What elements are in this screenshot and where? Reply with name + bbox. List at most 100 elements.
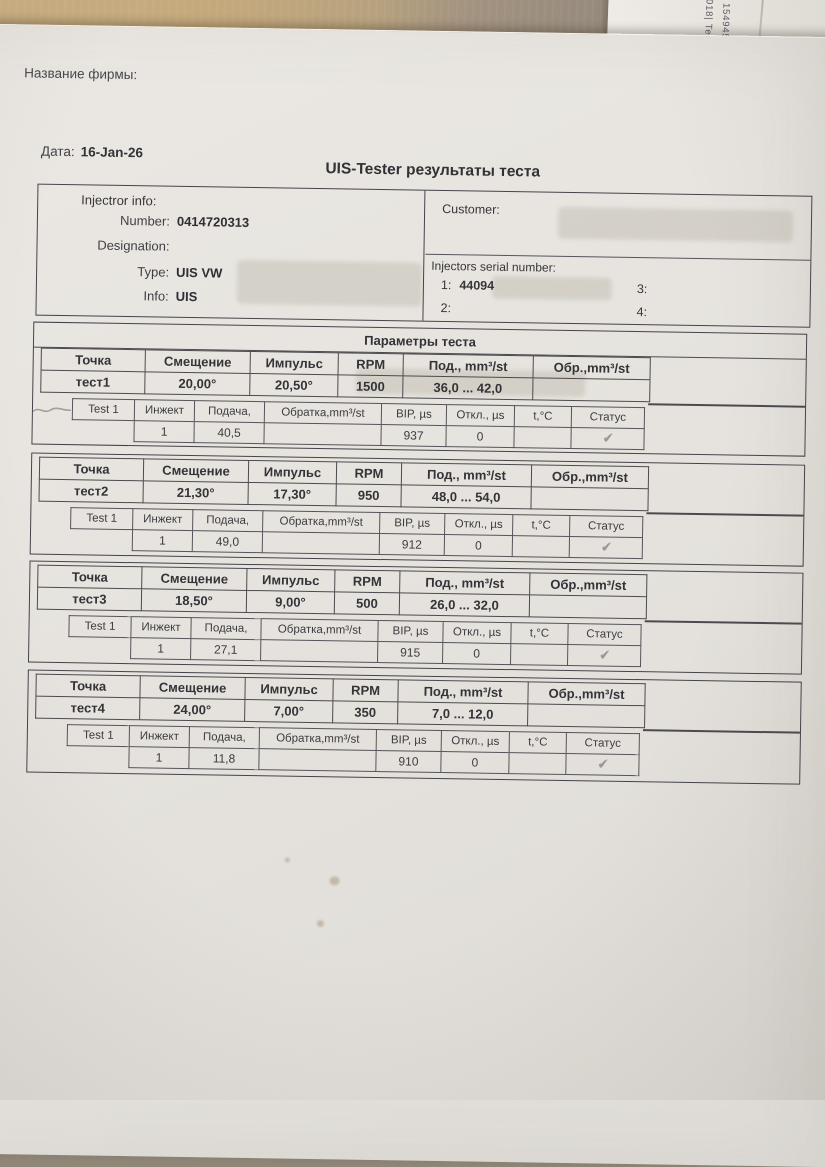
- param-table-1: Точка Смещение Импульс RPM Под., mm³/st …: [40, 348, 651, 403]
- test-block-3: Точка Смещение Импульс RPM Под., mm³/st …: [28, 561, 804, 675]
- result-backflow: [261, 640, 378, 663]
- result-deviation: 0: [443, 643, 511, 665]
- result-header-test: Test 1: [69, 616, 131, 638]
- result-header-injector: Инжект: [134, 400, 194, 422]
- result-header-test: Test 1: [71, 508, 133, 530]
- param-return: [528, 704, 645, 728]
- param-point: тест4: [36, 696, 140, 720]
- result-header-status: Статус: [568, 623, 641, 645]
- injector-info-box: Injectror info: Number:0414720313 Design…: [35, 184, 812, 328]
- result-bip: 912: [379, 534, 444, 556]
- result-header-delivery: Подача,: [194, 401, 264, 423]
- table-extension-line: [645, 620, 802, 624]
- field-label: Info:: [37, 287, 169, 304]
- result-table-1: Test 1 Инжект Подача, Обратка,mm³/st BIP…: [71, 398, 645, 450]
- result-backflow: [259, 749, 376, 772]
- date-label: Дата:: [41, 144, 75, 160]
- result-status: ✔: [571, 428, 644, 450]
- param-pulse: 9,00°: [246, 590, 334, 613]
- param-header-delivery: Под., mm³/st: [398, 680, 528, 704]
- param-header-delivery: Под., mm³/st: [400, 571, 530, 595]
- result-empty: [70, 529, 132, 551]
- result-injector: 1: [132, 530, 192, 552]
- param-table-3: Точка Смещение Импульс RPM Под., mm³/st …: [37, 565, 648, 620]
- injector-info-heading: Injectror info:: [81, 192, 156, 208]
- serial-2: 2:: [440, 301, 459, 315]
- param-header-delivery: Под., mm³/st: [403, 354, 533, 378]
- param-header-point: Точка: [41, 348, 145, 372]
- param-header-pulse: Импульс: [245, 677, 333, 700]
- info-field-type: Type:UIS VW: [37, 263, 417, 284]
- result-delivery: 27,1: [191, 639, 261, 661]
- date-line: Дата:16-Jan-26: [41, 144, 143, 161]
- param-header-point: Точка: [36, 674, 140, 698]
- param-header-offset: Смещение: [145, 350, 250, 374]
- param-header-offset: Смещение: [143, 459, 248, 483]
- result-injector: 1: [134, 421, 194, 443]
- serial-3: 3:: [637, 282, 656, 296]
- param-rpm: 950: [336, 484, 401, 507]
- result-header-temp: t,°C: [514, 406, 571, 428]
- param-offset: 18,50°: [141, 589, 246, 613]
- info-field-number: Number:0414720313: [38, 212, 418, 233]
- test-block-2: Точка Смещение Импульс RPM Под., mm³/st …: [30, 453, 806, 567]
- result-status: ✔: [566, 753, 639, 775]
- result-temp: [511, 644, 568, 666]
- test-block-1: Параметры теста Точка Смещение Импульс R…: [31, 322, 807, 457]
- param-return: [529, 595, 646, 619]
- result-header-test: Test 1: [67, 725, 129, 747]
- param-delivery-range: 36,0 ... 42,0: [403, 376, 533, 400]
- company-name-label: Название фирмы:: [24, 65, 137, 82]
- paper-stain: [317, 920, 324, 927]
- serial-label: 4:: [636, 305, 647, 319]
- result-bip: 915: [378, 642, 443, 664]
- param-header-return: Обр.,mm³/st: [531, 465, 648, 489]
- status-check-icon: ✔: [600, 539, 612, 556]
- param-header-point: Точка: [39, 457, 143, 481]
- param-header-rpm: RPM: [335, 570, 400, 593]
- result-injector: 1: [131, 638, 191, 660]
- param-point: тест3: [37, 587, 141, 611]
- result-header-backflow: Обратка,mm³/st: [263, 511, 380, 534]
- result-header-backflow: Обратка,mm³/st: [259, 728, 376, 751]
- result-delivery: 40,5: [194, 422, 264, 444]
- field-label: Designation:: [37, 237, 169, 254]
- paper-stain: [330, 876, 340, 885]
- result-header-backflow: Обратка,mm³/st: [264, 402, 381, 425]
- result-status: ✔: [569, 537, 642, 559]
- result-deviation: 0: [446, 426, 514, 448]
- serial-label: 3:: [637, 282, 648, 296]
- paper-stain: [285, 858, 290, 863]
- serial-label: 1:: [441, 278, 452, 292]
- param-pulse: 7,00°: [245, 699, 333, 722]
- param-point: тест2: [39, 479, 143, 503]
- param-header-return: Обр.,mm³/st: [528, 682, 645, 706]
- result-status: ✔: [567, 644, 640, 666]
- field-value: UIS: [176, 289, 198, 304]
- result-table-3: Test 1 Инжект Подача, Обратка,mm³/st BIP…: [68, 615, 642, 667]
- param-header-return: Обр.,mm³/st: [530, 573, 647, 597]
- param-rpm: 500: [334, 592, 399, 615]
- param-header-pulse: Импульс: [247, 568, 335, 591]
- param-header-rpm: RPM: [333, 679, 398, 702]
- serials-heading: Injectors serial number:: [431, 259, 556, 275]
- result-header-temp: t,°C: [511, 623, 568, 645]
- param-return: [533, 378, 650, 402]
- customer-panel: Customer: Injectors serial number: 1:440…: [424, 191, 811, 327]
- param-delivery-range: 26,0 ... 32,0: [399, 593, 529, 617]
- customer-label: Customer:: [442, 202, 500, 217]
- param-header-rpm: RPM: [338, 353, 403, 376]
- serial-4: 4:: [636, 305, 655, 319]
- result-header-injector: Инжект: [131, 617, 191, 639]
- param-rpm: 350: [333, 701, 398, 724]
- result-header-status: Статус: [571, 407, 644, 429]
- result-injector: 1: [129, 747, 189, 769]
- result-empty: [69, 637, 131, 659]
- info-field-info: Info: UIS: [37, 287, 417, 308]
- page-title: UIS-Tester результаты теста: [158, 157, 708, 184]
- info-field-designation: Designation:: [37, 237, 417, 258]
- result-header-status: Статус: [570, 516, 643, 538]
- test-block-4: Точка Смещение Импульс RPM Под., mm³/st …: [26, 670, 802, 785]
- param-offset: 20,00°: [145, 372, 250, 396]
- param-header-return: Обр.,mm³/st: [533, 356, 650, 380]
